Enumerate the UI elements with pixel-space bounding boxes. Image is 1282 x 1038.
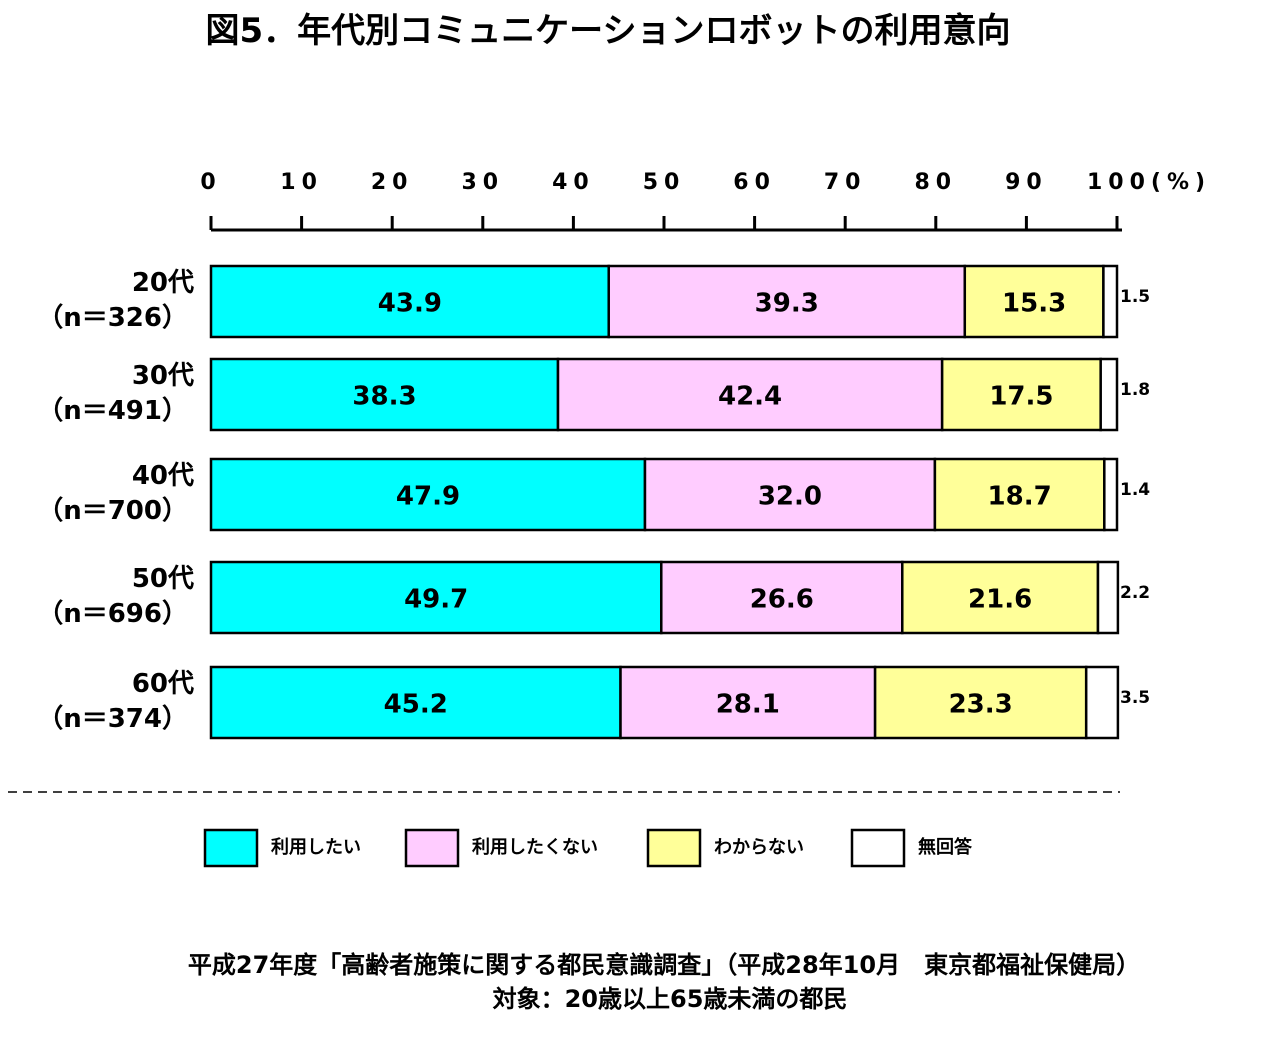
legend-label: 利用したい bbox=[271, 836, 361, 858]
data-label: 23.3 bbox=[949, 690, 1013, 720]
legend-swatch bbox=[850, 828, 906, 868]
x-tick-label: 10 bbox=[280, 170, 323, 195]
bar-segment bbox=[963, 264, 1105, 339]
data-label: 1.4 bbox=[1120, 480, 1150, 500]
x-tick-label: 70 bbox=[824, 170, 867, 195]
data-label: 1.5 bbox=[1120, 287, 1150, 307]
legend: 利用したい 利用したくない わからない 無回答 bbox=[203, 828, 973, 868]
x-tick-label: 90 bbox=[1005, 170, 1048, 195]
data-label: 26.6 bbox=[750, 585, 814, 615]
bar-segment bbox=[660, 560, 904, 635]
bar-segment bbox=[1103, 457, 1119, 532]
data-label: 38.3 bbox=[352, 382, 416, 412]
data-label: 2.2 bbox=[1120, 583, 1150, 603]
bar-segment bbox=[209, 457, 647, 532]
data-label: 15.3 bbox=[1002, 289, 1066, 319]
chart-title: 図5．年代別コミュニケーションロボットの利用意向 bbox=[206, 11, 1011, 51]
bar-segment bbox=[556, 357, 944, 432]
legend-swatch bbox=[646, 828, 702, 868]
data-label: 1.8 bbox=[1120, 380, 1150, 400]
x-tick-label: 40 bbox=[552, 170, 595, 195]
data-label: 28.1 bbox=[716, 690, 780, 720]
target-note: 対象：20歳以上65歳未満の都民 bbox=[493, 985, 848, 1013]
data-label: 49.7 bbox=[404, 585, 468, 615]
bar-segment bbox=[619, 665, 877, 740]
data-label: 43.9 bbox=[378, 289, 442, 319]
data-label: 18.7 bbox=[988, 482, 1052, 512]
bar-segment bbox=[1096, 560, 1120, 635]
bar-segment bbox=[1084, 665, 1120, 740]
data-label: 3.5 bbox=[1120, 688, 1150, 708]
bar-segment bbox=[933, 457, 1106, 532]
category-n-label: （n＝326） bbox=[37, 303, 188, 333]
data-label: 17.5 bbox=[989, 382, 1053, 412]
legend-swatch bbox=[203, 828, 259, 868]
data-label: 32.0 bbox=[758, 482, 822, 512]
x-tick-label: 30 bbox=[461, 170, 504, 195]
category-n-label: （n＝700） bbox=[37, 496, 188, 526]
bar-segment bbox=[209, 560, 663, 635]
data-label: 42.4 bbox=[718, 382, 782, 412]
bar-segment bbox=[209, 357, 560, 432]
category-n-label: （n＝696） bbox=[37, 599, 188, 629]
data-label: 45.2 bbox=[384, 690, 448, 720]
legend-swatch bbox=[404, 828, 460, 868]
legend-label: 無回答 bbox=[918, 836, 973, 858]
bar-segment bbox=[607, 264, 967, 339]
x-tick-label: 60 bbox=[733, 170, 776, 195]
category-n-label: （n＝491） bbox=[37, 396, 188, 426]
category-n-label: （n＝374） bbox=[37, 704, 188, 734]
source-note: 平成27年度「高齢者施策に関する都民意識調査」（平成28年10月 東京都福祉保健… bbox=[188, 951, 1140, 979]
category-label: 50代 bbox=[132, 564, 194, 594]
x-axis: 0 10 20 30 40 50 60 70 80 90 100(%) bbox=[200, 170, 1211, 232]
bar-segment bbox=[873, 665, 1088, 740]
x-tick-label: 100(%) bbox=[1087, 170, 1211, 195]
data-label: 47.9 bbox=[396, 482, 460, 512]
plot-area: 20代 （n＝326） 43.9 39.3 15.3 1.5 30代 （n＝491） 38.3 4… bbox=[37, 264, 1150, 740]
bar-segment bbox=[209, 264, 610, 339]
category-label: 60代 bbox=[132, 669, 194, 699]
legend-label: わからない bbox=[714, 837, 804, 858]
category-label: 40代 bbox=[132, 461, 194, 491]
bar-segment bbox=[209, 665, 622, 740]
legend-label: 利用したくない bbox=[472, 836, 598, 858]
x-tick-label: 0 bbox=[200, 170, 221, 195]
category-label: 30代 bbox=[132, 361, 194, 391]
x-tick-label: 80 bbox=[914, 170, 957, 195]
x-tick-label: 50 bbox=[643, 170, 686, 195]
data-label: 39.3 bbox=[755, 289, 819, 319]
x-tick-label: 20 bbox=[371, 170, 414, 195]
bar-segment bbox=[1099, 357, 1119, 432]
data-label: 21.6 bbox=[968, 585, 1032, 615]
bar-segment bbox=[1102, 264, 1119, 339]
bar-segment bbox=[940, 357, 1102, 432]
category-label: 20代 bbox=[132, 268, 194, 298]
